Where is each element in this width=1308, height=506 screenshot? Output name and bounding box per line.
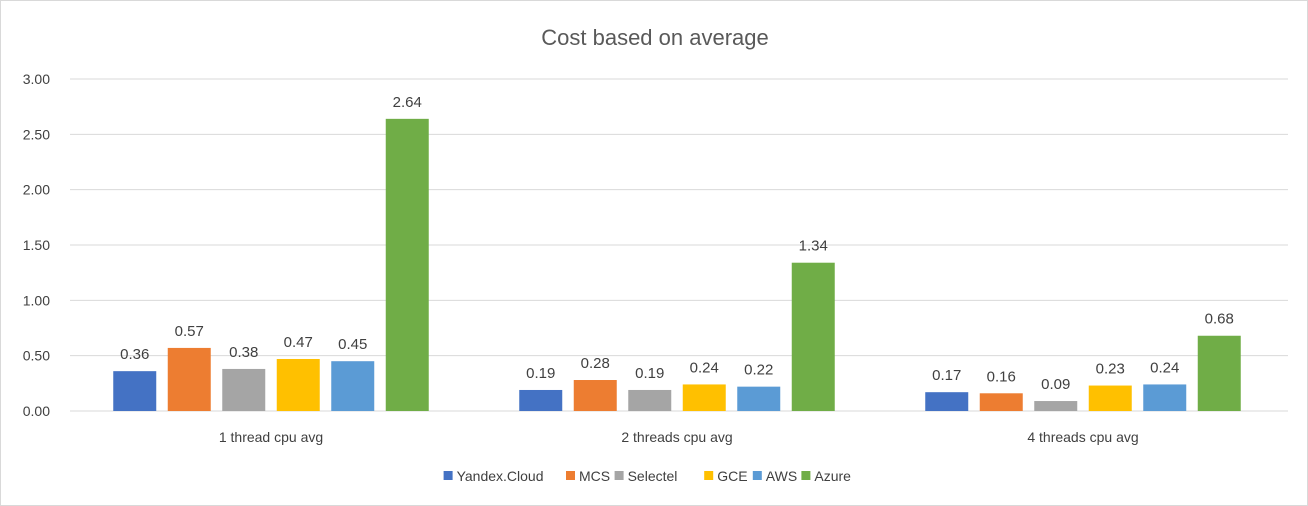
data-label: 0.38	[229, 344, 258, 361]
bar-aws	[737, 386, 781, 411]
data-label: 2.64	[393, 94, 422, 111]
x-category-label: 4 threads cpu avg	[1027, 429, 1138, 445]
data-label: 0.19	[635, 365, 664, 382]
data-label: 0.24	[1150, 359, 1179, 376]
bar-azure	[791, 262, 835, 411]
bar-mcs	[979, 393, 1023, 411]
data-label: 0.19	[526, 365, 555, 382]
legend-label: MCS	[579, 468, 610, 484]
bar-azure	[385, 118, 429, 411]
legend-label: Selectel	[628, 468, 678, 484]
data-label: 0.57	[175, 323, 204, 340]
bar-gce	[1088, 385, 1132, 411]
legend-swatch	[443, 471, 453, 480]
data-label: 1.34	[799, 238, 828, 255]
data-label: 0.16	[987, 368, 1016, 385]
data-label: 0.45	[338, 336, 367, 353]
y-tick-label: 1.50	[23, 237, 50, 253]
bar-selectel	[628, 389, 672, 411]
y-tick-label: 2.00	[23, 182, 50, 198]
y-tick-label: 1.00	[23, 292, 50, 308]
legend-swatch	[801, 471, 811, 480]
bar-aws	[331, 361, 375, 411]
bar-gce	[276, 358, 320, 411]
data-label: 0.22	[744, 362, 773, 379]
data-label: 0.47	[284, 334, 313, 351]
y-tick-label: 0.50	[23, 348, 50, 364]
legend-label: GCE	[717, 468, 747, 484]
legend-label: Azure	[814, 468, 851, 484]
bar-gce	[682, 384, 726, 411]
legend-label: AWS	[766, 468, 797, 484]
bar-aws	[1143, 384, 1187, 411]
bar-mcs	[573, 380, 617, 411]
data-label: 0.28	[581, 355, 610, 372]
data-label: 0.36	[120, 346, 149, 363]
data-label: 0.68	[1205, 311, 1234, 328]
bar-mcs	[167, 347, 211, 411]
y-tick-label: 3.00	[23, 71, 50, 87]
data-label: 0.17	[932, 367, 961, 384]
bar-yandex-cloud	[925, 392, 969, 411]
data-label: 0.24	[690, 359, 719, 376]
legend-swatch	[752, 471, 762, 480]
legend-swatch	[614, 471, 624, 480]
data-label: 0.09	[1041, 376, 1070, 393]
bar-selectel	[222, 368, 266, 411]
legend-label: Yandex.Cloud	[457, 468, 544, 484]
data-label: 0.23	[1096, 361, 1125, 378]
bar-yandex-cloud	[519, 389, 563, 411]
x-category-label: 1 thread cpu avg	[219, 429, 323, 445]
legend-swatch	[566, 471, 575, 480]
legend-swatch	[704, 471, 714, 480]
bar-yandex-cloud	[113, 371, 157, 411]
y-tick-label: 2.50	[23, 126, 50, 142]
x-category-label: 2 threads cpu avg	[621, 429, 732, 445]
bar-azure	[1197, 335, 1241, 411]
chart-title: Cost based on average	[541, 25, 769, 50]
bar-selectel	[1034, 401, 1078, 411]
y-tick-label: 0.00	[23, 403, 50, 419]
